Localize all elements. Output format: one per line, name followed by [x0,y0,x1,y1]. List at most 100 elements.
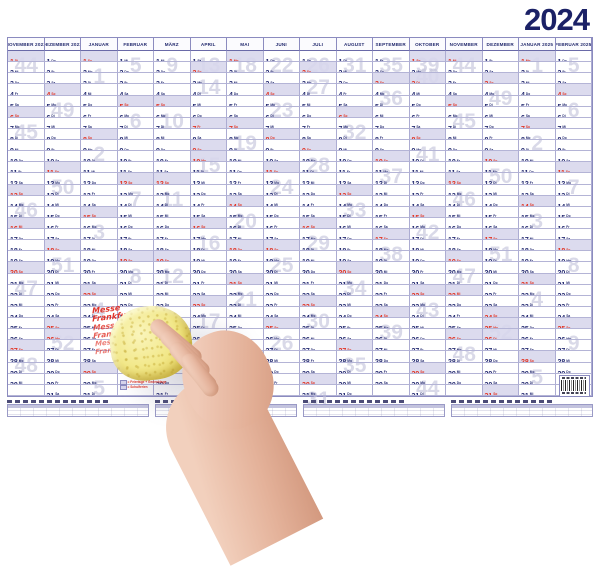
weekday-label: Mi [343,147,347,152]
day-number: 15 [521,215,529,217]
day-number: 3 [375,81,379,83]
day-cell: 18So [555,240,592,252]
weekday-label: Sa [493,303,498,307]
weekday-label: Do [124,69,129,74]
weekday-label: Di [128,281,132,285]
weekday-label: Di [18,370,22,374]
day-cell: 15Di [8,206,45,218]
day-cell: 17Sa [555,229,592,241]
day-number: 4 [339,92,343,94]
day-number: 24 [302,315,310,317]
day-cell: 19So [117,251,154,263]
month-header: Juni [263,38,300,51]
weekday-label: Do [379,125,385,129]
day-number: 1 [83,59,87,61]
weekday-label: Mi [493,347,497,352]
weekday-label: Sa [55,314,60,319]
weekday-label: Di [347,292,351,296]
day-cell: 25Di [190,318,227,330]
day-cell: 9Mi [336,140,373,152]
day-cell: 2Mo [409,62,446,74]
weekday-label: Sa [347,180,352,185]
day-number: 20 [339,270,347,272]
day-number: 26 [375,337,383,339]
weekday-label: Mi [416,91,420,96]
weekday-label: Mo [91,225,97,230]
weekday-label: Mi [91,247,96,252]
day-cell: 29Fr [482,362,519,374]
day-cell: 1Mi [117,51,154,63]
weekday-label: Sa [274,158,279,163]
weekday-label: So [347,269,352,274]
day-number: 27 [266,348,274,350]
day-cell: 30Sa [373,373,410,385]
day-number: 24 [521,315,529,317]
weekday-label: So [197,69,202,74]
day-cell: 20Mi [482,262,519,274]
day-cell: 17Mo [300,229,337,241]
day-number: 3 [229,81,233,83]
day-number: 17 [448,237,456,239]
day-cell: 23Sa [373,295,410,307]
weekday-label: Fr [237,180,241,185]
day-cell: 28Di [446,351,483,363]
weekday-label: So [310,303,315,307]
day-number: 15 [448,215,456,217]
weekday-label: Sa [197,136,202,141]
day-number: 29 [302,371,310,373]
weekday-label: Fr [347,325,351,330]
day-number: 20 [375,270,383,272]
weekday-label: Mi [55,281,59,285]
day-number: 23 [302,304,310,306]
month-header: September [373,38,410,51]
day-number: 10 [302,159,310,161]
day-cell: 9SoOstersonntag [190,140,227,152]
day-number: 20 [412,270,420,272]
weekday-label: Mi [274,203,278,207]
day-number: 15 [558,215,566,217]
day-number: 23 [193,304,201,306]
day-cell: 10So2. Advent [482,151,519,163]
day-number: 2 [375,70,379,72]
day-number: 25 [375,326,383,328]
day-cell: 28Mi [263,351,300,363]
weekday-label: Di [493,336,497,341]
day-cell: 18Di [300,240,337,252]
day-cell: 15Mi [117,206,154,218]
weekday-label: Fr [383,214,387,218]
day-number: 1 [448,59,452,61]
weekday-label: Mo [270,103,276,107]
day-number: 14 [120,204,128,206]
weekday-label: Di [529,303,533,307]
day-number: 9 [448,148,452,150]
weekday-label: Mi [201,258,205,263]
legend-line: = Feiertage + Gedenktage [119,380,166,385]
day-number: 17 [266,237,274,239]
weekday-label: So [128,258,133,263]
weekday-label: Mo [489,91,495,96]
day-cell: 13Fr [409,184,446,196]
day-cell: 20Mo [117,262,154,274]
day-number: 17 [339,237,347,239]
weekday-label: So [310,381,315,385]
day-number: 18 [521,248,529,250]
day-cell: 26Fr [519,329,556,341]
weekday-label: Di [14,58,19,63]
day-number: 1 [47,59,51,61]
day-number: 26 [412,337,420,339]
weekday-label: So [92,370,96,373]
weekday-label: Sa [456,169,461,174]
day-number: 11 [558,170,565,172]
day-number: 19 [375,259,383,261]
day-number: 16 [266,226,274,228]
day-number: 24 [485,315,493,317]
day-cell: 11Mo [373,162,410,174]
day-number: 14 [47,204,55,206]
weekday-label: Mo [233,58,239,63]
day-number: 16 [558,226,566,228]
day-number: 30 [10,382,18,384]
day-number: 8 [485,137,489,139]
day-number: 20 [558,270,566,272]
weekday-label: Do [55,292,60,296]
